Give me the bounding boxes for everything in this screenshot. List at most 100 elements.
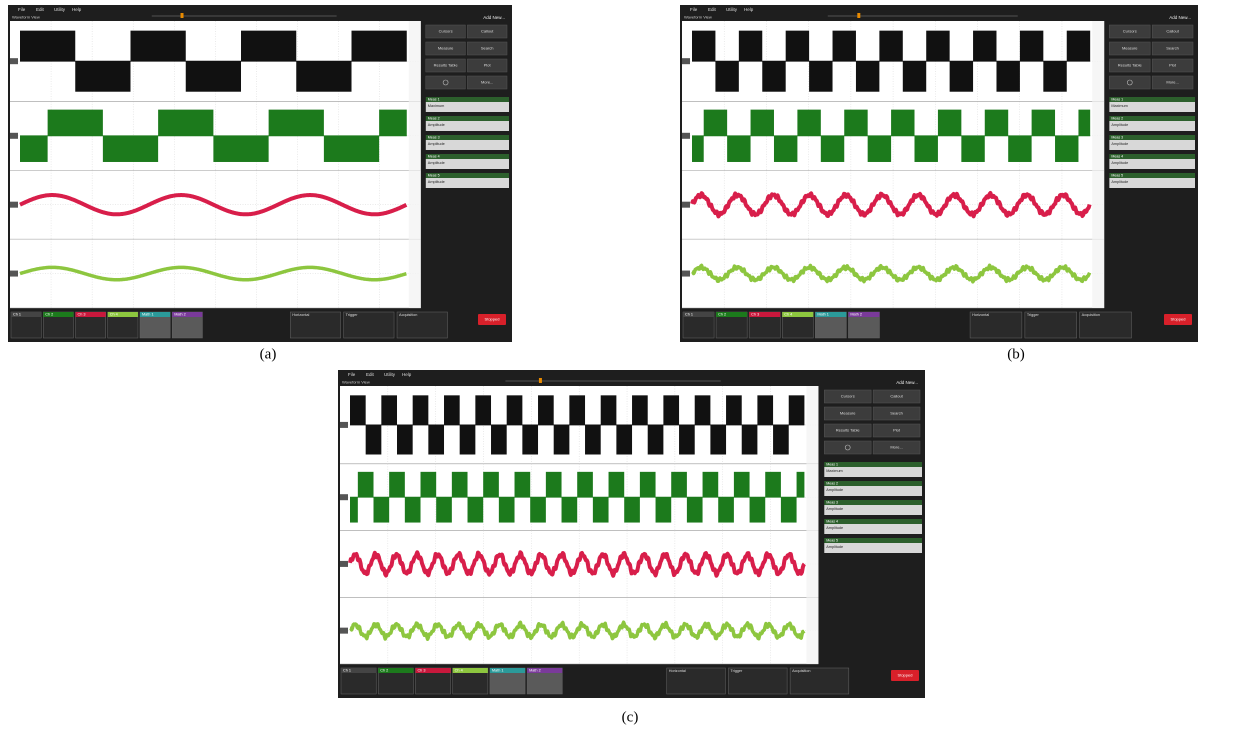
button-label[interactable]: More... <box>1166 80 1178 85</box>
channel-tag <box>682 133 690 139</box>
scope-screenshot: FileEditUtilityHelpWaveform ViewAdd New.… <box>338 370 925 698</box>
pwm-block <box>609 472 625 497</box>
menu-item[interactable]: Edit <box>36 7 45 12</box>
button-label[interactable]: Results Table <box>434 63 459 68</box>
pwm-block <box>616 425 632 455</box>
channel-label[interactable]: Ch 2 <box>45 313 53 317</box>
channel-tag <box>10 202 18 208</box>
status-label[interactable]: Horizontal <box>669 669 686 673</box>
button-label[interactable]: Cursors <box>1123 29 1137 34</box>
status-label[interactable]: Horizontal <box>292 313 309 317</box>
pwm-block <box>891 110 914 136</box>
channel-label[interactable]: Ch 4 <box>110 313 118 317</box>
status-label[interactable]: Trigger <box>730 669 743 673</box>
channel-label[interactable]: Ch 1 <box>685 313 693 317</box>
menu-item[interactable]: File <box>690 7 698 12</box>
channel-label[interactable]: Ch 1 <box>13 313 21 317</box>
channel-label[interactable]: Ch 3 <box>751 313 759 317</box>
run-state[interactable]: Stopped <box>485 317 500 322</box>
channel-label[interactable]: Ch 3 <box>417 669 425 673</box>
pwm-block <box>734 472 750 497</box>
sidebar-button[interactable] <box>1109 76 1150 89</box>
button-label[interactable]: Results Table <box>1118 63 1143 68</box>
channel-label[interactable]: Ch 3 <box>77 313 85 317</box>
menu-item[interactable]: Help <box>72 7 82 12</box>
button-label[interactable]: Measure <box>438 46 454 51</box>
pwm-block <box>269 110 324 136</box>
button-label[interactable]: Measure <box>1122 46 1138 51</box>
menu-item[interactable]: Help <box>744 7 754 12</box>
meas-name: Meas 2 <box>1111 117 1123 121</box>
scale-column <box>806 531 818 598</box>
button-label[interactable]: More... <box>890 445 902 450</box>
pwm-block <box>695 395 711 425</box>
status-label[interactable]: Acquisition <box>792 669 810 673</box>
channel-label[interactable]: Math 1 <box>817 313 829 317</box>
add-new-label[interactable]: Add New... <box>483 15 505 20</box>
button-label[interactable]: Results Table <box>836 428 861 433</box>
channel-tag <box>682 202 690 208</box>
add-new-label[interactable]: Add New... <box>1169 15 1191 20</box>
meas-name: Meas 1 <box>428 98 440 102</box>
menu-item[interactable]: Edit <box>708 7 717 12</box>
scale-column <box>1092 239 1104 308</box>
sidebar-button[interactable] <box>824 441 871 454</box>
channel-label[interactable]: Ch 2 <box>380 669 388 673</box>
button-label[interactable]: Callout <box>1166 29 1179 34</box>
button-label[interactable]: Search <box>481 46 494 51</box>
channel-label[interactable]: Ch 4 <box>455 669 463 673</box>
channel-label[interactable]: Math 2 <box>174 313 186 317</box>
pwm-block <box>765 472 781 497</box>
channel-label[interactable]: Ch 4 <box>784 313 792 317</box>
status-label[interactable]: Acquisition <box>1082 313 1100 317</box>
button-label[interactable]: Search <box>1166 46 1179 51</box>
button-label[interactable]: Measure <box>840 411 856 416</box>
meas-type: Amplitude <box>1111 161 1128 165</box>
pwm-block <box>483 472 499 497</box>
status-label[interactable]: Horizontal <box>972 313 989 317</box>
sidebar-button[interactable] <box>426 76 466 89</box>
menu-item[interactable]: File <box>18 7 26 12</box>
pwm-block <box>833 31 856 62</box>
menu-item[interactable]: Utility <box>726 7 738 12</box>
channel-label[interactable]: Math 2 <box>850 313 862 317</box>
status-label[interactable]: Trigger <box>346 313 359 317</box>
button-label[interactable]: Callout <box>481 29 494 34</box>
scale-column <box>806 597 818 664</box>
pwm-block <box>739 31 762 62</box>
channel-label[interactable]: Ch 2 <box>718 313 726 317</box>
pwm-block <box>131 31 186 62</box>
channel-label[interactable]: Math 1 <box>142 313 154 317</box>
menu-item[interactable]: Edit <box>366 372 375 377</box>
pwm-block <box>687 497 703 522</box>
button-label[interactable]: Plot <box>1169 63 1177 68</box>
pwm-block <box>774 136 797 162</box>
pwm-block <box>296 61 351 92</box>
run-state[interactable]: Stopped <box>1171 317 1186 322</box>
meas-type: Amplitude <box>1111 180 1128 184</box>
button-label[interactable]: Search <box>890 411 903 416</box>
button-label[interactable]: Plot <box>893 428 901 433</box>
panel-caption: (c) <box>622 709 639 725</box>
menu-item[interactable]: Utility <box>384 372 396 377</box>
meas-type: Amplitude <box>428 123 445 127</box>
button-label[interactable]: Cursors <box>439 29 453 34</box>
add-new-label[interactable]: Add New... <box>896 380 918 385</box>
button-label[interactable]: More... <box>481 80 493 85</box>
menu-item[interactable]: Help <box>402 372 412 377</box>
button-label[interactable]: Callout <box>890 394 903 399</box>
pwm-block <box>726 395 742 425</box>
channel-label[interactable]: Math 1 <box>492 669 504 673</box>
menu-item[interactable]: File <box>348 372 356 377</box>
button-label[interactable]: Plot <box>484 63 492 68</box>
channel-label[interactable]: Math 2 <box>529 669 541 673</box>
run-state[interactable]: Stopped <box>898 673 913 678</box>
meas-name: Meas 5 <box>428 174 440 178</box>
status-label[interactable]: Acquisition <box>399 313 417 317</box>
meas-type: Amplitude <box>428 142 445 146</box>
status-label[interactable]: Trigger <box>1027 313 1040 317</box>
channel-label[interactable]: Ch 1 <box>343 669 351 673</box>
pwm-block <box>358 472 374 497</box>
button-label[interactable]: Cursors <box>841 394 855 399</box>
menu-item[interactable]: Utility <box>54 7 66 12</box>
